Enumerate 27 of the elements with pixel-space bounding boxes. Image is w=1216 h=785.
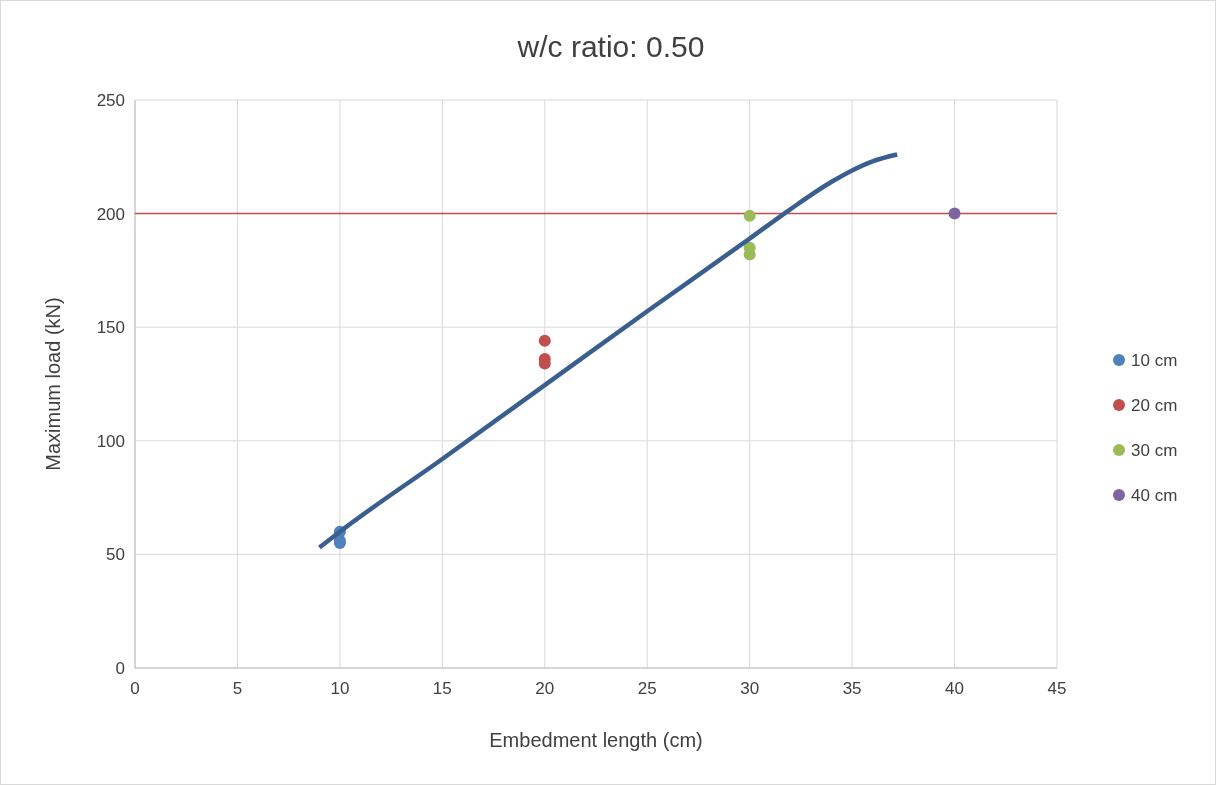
point — [948, 207, 961, 220]
x-tick-label: 25 — [637, 679, 657, 698]
x-tick-label: 45 — [1047, 679, 1067, 698]
line-series — [317, 152, 900, 550]
x-tick-label: 15 — [432, 679, 452, 698]
y-tick-label: 150 — [96, 318, 125, 338]
x-tick-label: 35 — [842, 679, 862, 698]
point — [743, 209, 756, 222]
y-tick-label: 250 — [96, 91, 125, 110]
x-tick-label: 40 — [945, 679, 965, 698]
y-tick-label: 200 — [96, 204, 125, 224]
x-tick-label: 20 — [535, 679, 555, 698]
y-tick-label: 50 — [106, 545, 125, 565]
y-tick-label: 0 — [115, 659, 125, 678]
x-tick-label: 10 — [330, 679, 350, 698]
y-tick-label: 100 — [96, 431, 125, 451]
legend-label: 40 cm — [1131, 486, 1178, 505]
y-axis-title: Maximum load (kN) — [42, 297, 64, 471]
x-tick-label: 30 — [740, 679, 760, 698]
legend-label: 20 cm — [1131, 396, 1178, 415]
point — [538, 334, 551, 347]
x-axis-title: Embedment length (cm) — [489, 729, 703, 751]
chart-title: w/c ratio: 0.50 — [516, 30, 705, 63]
x-tick-label: 0 — [130, 679, 140, 698]
legend-label: 30 cm — [1131, 441, 1178, 460]
legend-label: 10 cm — [1131, 351, 1178, 370]
x-tick-label: 5 — [232, 679, 243, 698]
